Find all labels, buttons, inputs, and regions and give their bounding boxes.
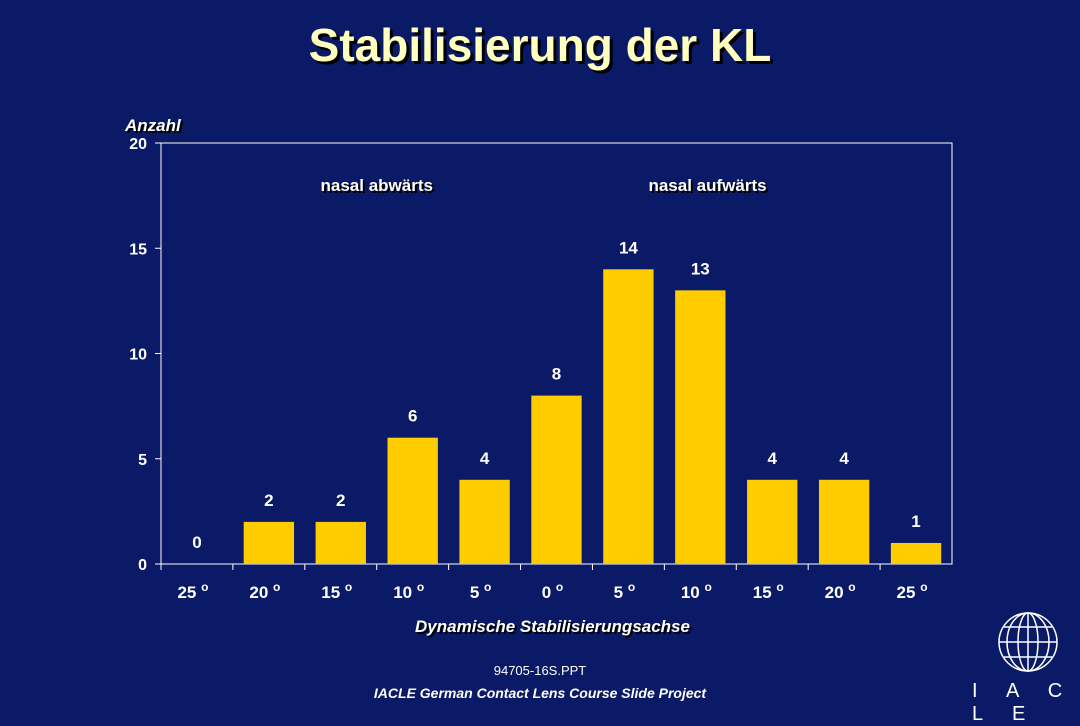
y-tick-label: 15	[129, 241, 147, 258]
y-tick-label: 20	[129, 136, 147, 153]
data-label: 2	[264, 491, 273, 510]
y-tick-label: 0	[138, 557, 147, 574]
y-tick-label: 5	[138, 452, 147, 469]
x-tick-label: 15 o	[753, 580, 784, 602]
bar	[531, 395, 582, 564]
x-tick-label: 15 o	[321, 580, 352, 602]
bar	[675, 290, 726, 564]
footer-slide-code: 94705-16S.PPT	[493, 663, 587, 678]
bar	[387, 437, 438, 564]
x-tick-label: 20 o	[825, 580, 856, 602]
footer-project-name: IACLE German Contact Lens Course Slide P…	[373, 685, 707, 701]
x-tick-label: 25 o	[177, 580, 208, 602]
bar	[459, 479, 510, 564]
bar	[603, 269, 654, 564]
iacle-logo-text: I A C L E	[972, 680, 1075, 725]
y-tick-label: 10	[129, 347, 147, 364]
x-axis-label-shadow: Dynamische Stabilisierungsachse	[417, 619, 692, 638]
data-label: 4	[839, 449, 849, 468]
bar	[890, 542, 942, 564]
bar	[747, 479, 798, 564]
bar	[243, 521, 295, 564]
data-label: 1	[911, 512, 920, 531]
annotation-nasal-up-shadow: nasal aufwärts	[650, 178, 768, 197]
annotation-nasal-up: nasal aufwärts	[648, 176, 766, 195]
y-axis-label-shadow: Anzahl	[126, 118, 184, 137]
bar	[818, 479, 870, 564]
x-tick-label: 10 o	[393, 580, 424, 602]
x-tick-label: 0 o	[542, 580, 564, 602]
annotation-nasal-down: nasal abwärts	[321, 176, 433, 195]
data-label: 4	[767, 449, 777, 468]
data-label: 14	[619, 238, 638, 257]
data-label: 13	[691, 259, 710, 278]
bar	[315, 521, 366, 564]
data-label: 0	[192, 533, 201, 552]
globe-icon	[998, 612, 1058, 672]
x-tick-label: 5 o	[614, 580, 636, 602]
y-axis-label: Anzahl	[124, 116, 182, 135]
data-label: 8	[552, 365, 561, 384]
x-tick-label: 25 o	[897, 580, 928, 602]
data-label: 2	[336, 491, 345, 510]
x-tick-label: 5 o	[470, 580, 492, 602]
annotation-nasal-down-shadow: nasal abwärts	[323, 178, 435, 197]
data-label: 6	[408, 407, 417, 426]
x-tick-label: 10 o	[681, 580, 712, 602]
x-axis-label: Dynamische Stabilisierungsachse	[415, 617, 690, 636]
x-tick-label: 20 o	[249, 580, 280, 602]
slide-title: Stabilisierung der KL	[308, 19, 772, 71]
data-label: 4	[480, 449, 490, 468]
